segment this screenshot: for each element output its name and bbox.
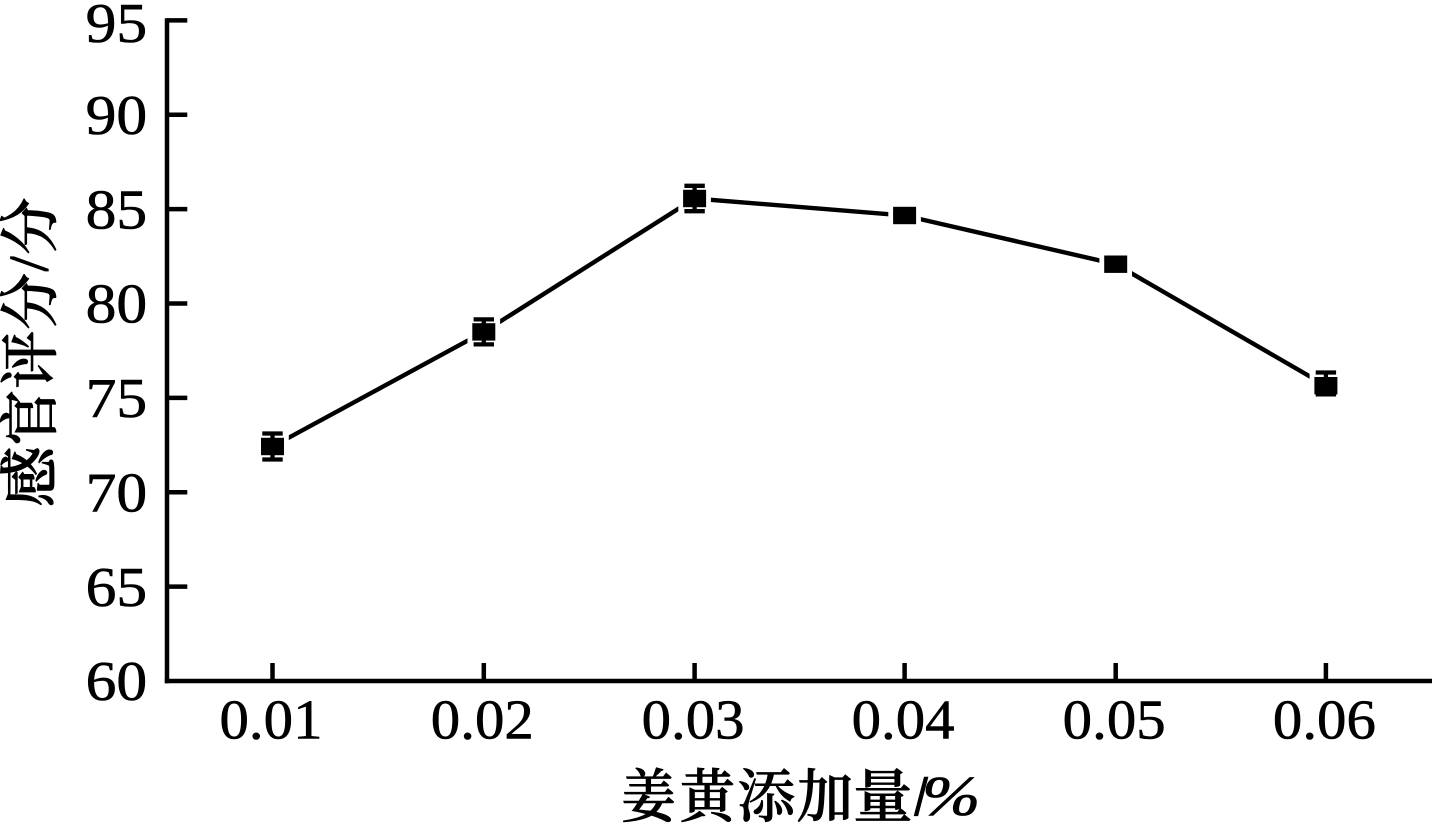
svg-text:90: 90: [86, 85, 148, 147]
svg-text:0.06: 0.06: [1273, 690, 1376, 752]
svg-text:95: 95: [86, 0, 148, 55]
svg-text:0.03: 0.03: [642, 690, 745, 752]
svg-text:%: %: [922, 766, 980, 823]
svg-text:75: 75: [86, 368, 148, 430]
svg-text:0.04: 0.04: [852, 690, 955, 752]
svg-text:80: 80: [86, 274, 148, 336]
svg-text:0.05: 0.05: [1063, 690, 1166, 752]
svg-text:70: 70: [86, 463, 148, 525]
svg-text:85: 85: [86, 179, 148, 241]
svg-text:65: 65: [86, 557, 148, 619]
svg-text:0.02: 0.02: [431, 690, 534, 752]
svg-text:0.01: 0.01: [220, 690, 323, 752]
svg-text:60: 60: [86, 651, 148, 713]
